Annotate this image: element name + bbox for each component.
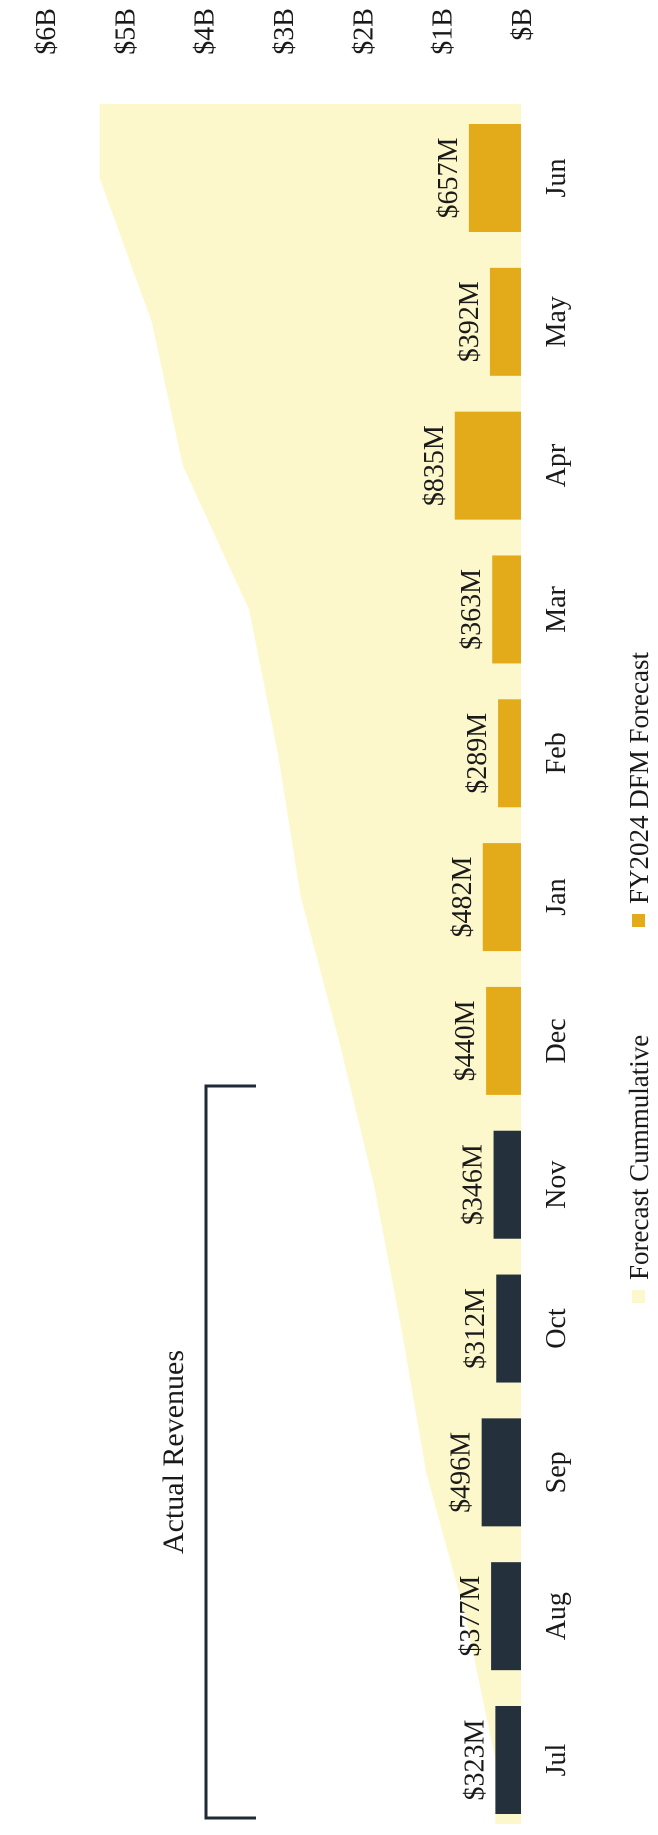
cumulative-area-layer	[99, 104, 522, 1824]
value-label-may: $392M	[454, 281, 485, 362]
bar-jun	[468, 124, 521, 232]
category-label-jan: Jan	[541, 878, 572, 915]
value-label-apr: $835M	[419, 425, 450, 506]
value-label-mar: $363M	[456, 569, 487, 650]
axis-tick-1: $1B	[428, 8, 459, 55]
axis-tick-layer: $B $1B $2B $3B $4B $5B $6B	[31, 8, 538, 55]
bar-apr	[454, 411, 521, 520]
bar-may	[489, 267, 521, 376]
axis-tick-4: $4B	[190, 8, 221, 55]
category-label-dec: Dec	[541, 1018, 572, 1063]
axis-tick-2: $2B	[348, 8, 379, 55]
value-label-aug: $377M	[455, 1576, 486, 1657]
category-label-mar: Mar	[541, 585, 572, 632]
value-label-jun: $657M	[433, 137, 464, 218]
cumulative-area	[99, 104, 522, 1824]
actual-revenues-label: Actual Revenues	[157, 1350, 190, 1554]
actual-revenues-bracket	[204, 1084, 256, 1820]
legend-label-dfm-forecast: FY2024 DFM Forecast	[624, 651, 654, 904]
bar-jan	[482, 843, 521, 952]
category-label-may: May	[541, 296, 572, 347]
bar-layer	[454, 124, 521, 1814]
axis-tick-5: $5B	[110, 8, 141, 55]
value-label-jul: $323M	[459, 1719, 490, 1800]
value-label-dec: $440M	[450, 1000, 481, 1081]
value-label-jan: $482M	[447, 857, 478, 938]
bar-dec	[486, 986, 521, 1095]
legend-swatch-forecast-cumulative	[632, 1290, 645, 1303]
value-label-feb: $289M	[462, 713, 493, 794]
category-label-feb: Feb	[541, 732, 572, 774]
category-label-jun: Jun	[541, 159, 572, 198]
value-label-oct: $312M	[460, 1288, 491, 1369]
category-label-layer: Jul Aug Sep Oct Nov Dec Jan Feb Mar Apr May Jun	[541, 159, 572, 1777]
bar-mar	[492, 555, 521, 664]
bar-aug	[491, 1562, 521, 1671]
legend-label-forecast-cumulative: Forecast Cummulative	[624, 1035, 654, 1280]
category-label-apr: Apr	[541, 443, 572, 487]
legend: Forecast Cummulative FY2024 DFM Forecast	[624, 651, 654, 1303]
bar-oct	[496, 1274, 521, 1383]
bar-nov	[493, 1130, 521, 1239]
value-label-layer: $323M $377M $496M $312M $346M $440M $482M $289M…	[419, 137, 493, 1800]
category-label-jul: Jul	[541, 1743, 572, 1776]
category-label-nov: Nov	[541, 1161, 572, 1209]
bar-sep	[481, 1418, 521, 1527]
axis-tick-6: $6B	[31, 8, 62, 55]
value-label-sep: $496M	[446, 1432, 477, 1513]
category-label-sep: Sep	[541, 1451, 572, 1493]
bar-jul	[495, 1706, 521, 1814]
category-label-oct: Oct	[541, 1308, 572, 1349]
category-label-aug: Aug	[541, 1592, 572, 1640]
bar-feb	[498, 699, 521, 808]
axis-tick-3: $3B	[269, 8, 300, 55]
axis-tick-0: $B	[507, 8, 538, 41]
value-label-nov: $346M	[458, 1144, 489, 1225]
legend-swatch-dfm-forecast	[632, 914, 645, 927]
